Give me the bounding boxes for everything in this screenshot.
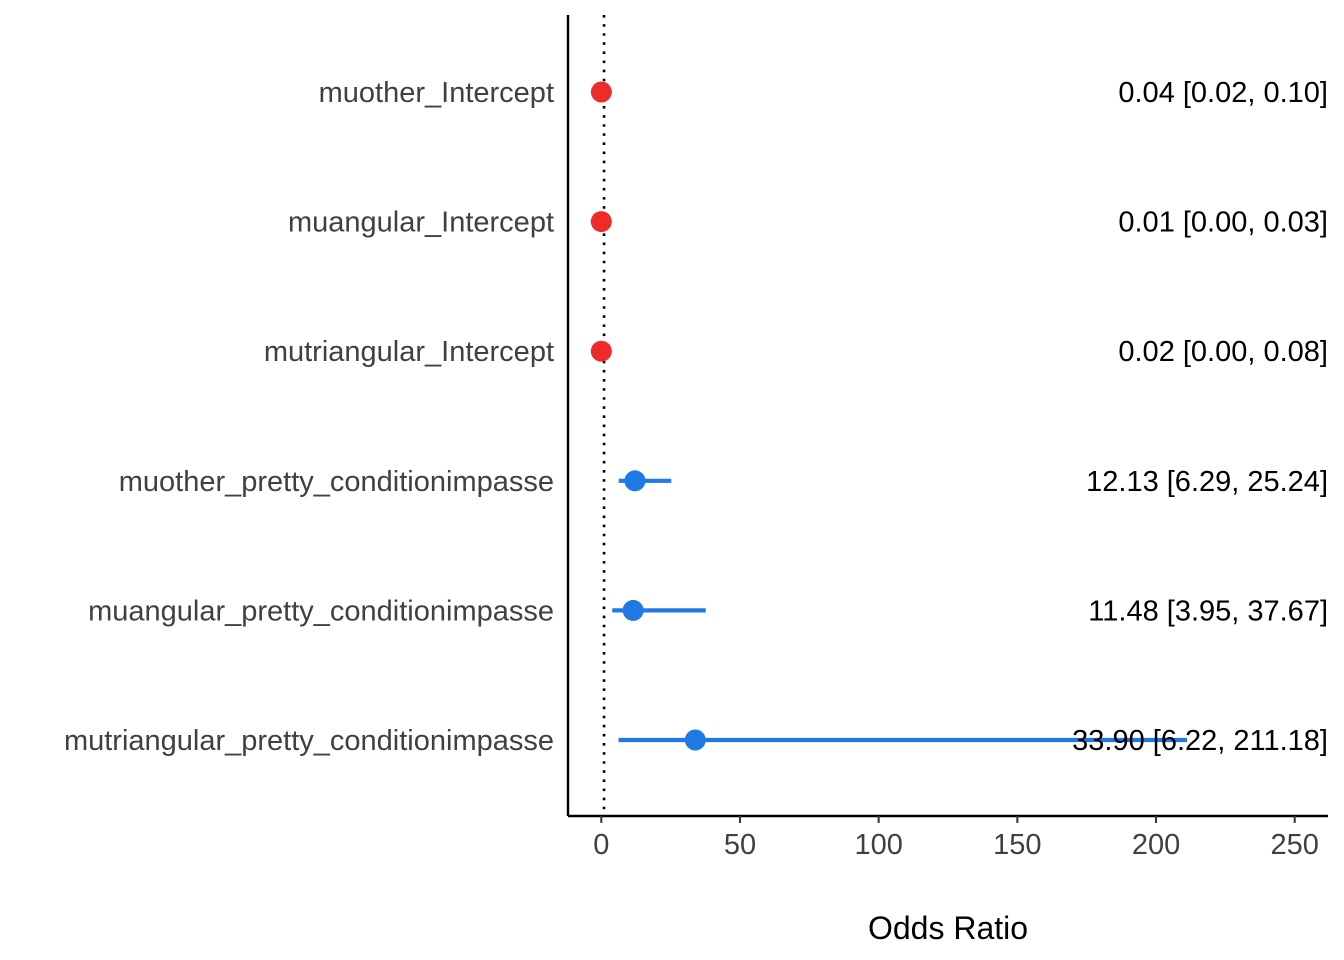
term-label: muother_Intercept <box>319 77 554 109</box>
estimate-point <box>590 81 612 103</box>
term-label: muangular_pretty_conditionimpasse <box>88 595 554 627</box>
term-label: muother_pretty_conditionimpasse <box>119 466 554 498</box>
estimate-point <box>590 211 612 233</box>
x-axis-title: Odds Ratio <box>868 910 1028 946</box>
estimate-labels-group: 0.04 [0.02, 0.10] 0.01 [0.00, 0.03] 0.02 [… <box>1072 77 1328 757</box>
point-group <box>590 81 706 751</box>
interval-group <box>601 89 1188 743</box>
x-tick-label: 200 <box>1132 829 1180 861</box>
estimate-label: 0.01 [0.00, 0.03] <box>1118 207 1328 239</box>
term-label: muangular_Intercept <box>288 207 554 239</box>
axes-group <box>566 15 1328 818</box>
estimate-label: 0.04 [0.02, 0.10] <box>1118 77 1328 109</box>
x-tick-label: 50 <box>724 829 756 861</box>
x-tick-label: 150 <box>993 829 1041 861</box>
estimate-point <box>590 340 612 362</box>
estimate-point <box>624 470 646 492</box>
estimate-point <box>622 599 644 621</box>
estimate-label: 0.02 [0.00, 0.08] <box>1118 336 1328 368</box>
x-tick-label: 250 <box>1271 829 1319 861</box>
x-tick-label: 100 <box>854 829 902 861</box>
estimate-label: 11.48 [3.95, 37.67] <box>1088 595 1328 627</box>
term-label: mutriangular_Intercept <box>264 336 554 368</box>
x-ticks-group: 0 50 100 150 200 250 <box>593 816 1319 861</box>
term-labels-group: muother_Intercept muangular_Interceptmutr… <box>64 77 554 757</box>
estimate-label: 33.90 [6.22, 211.18] <box>1072 725 1328 757</box>
term-label: mutriangular_pretty_conditionimpasse <box>64 725 554 757</box>
estimate-label: 12.13 [6.29, 25.24] <box>1086 466 1328 498</box>
x-tick-label: 0 <box>593 829 609 861</box>
estimate-point <box>684 729 706 751</box>
